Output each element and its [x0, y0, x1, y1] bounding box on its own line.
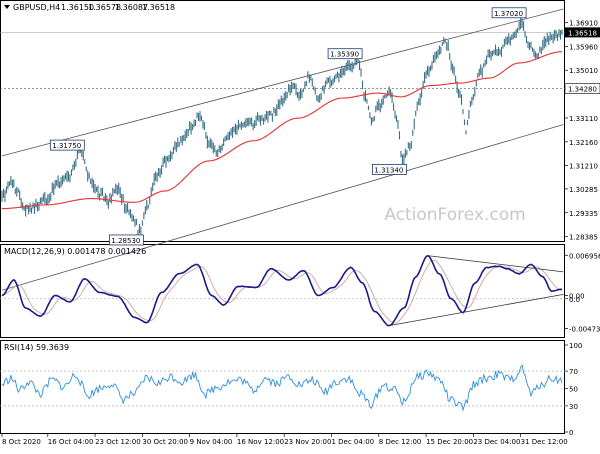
reference-price-box [564, 83, 600, 94]
price-annotation-box [491, 7, 527, 19]
price-axis-tick-label: 1.33110 [569, 115, 598, 123]
rsi-axis-tick-label: 50 [569, 386, 578, 394]
macd-layer [0, 254, 565, 327]
x-axis-label: 30 Oct 20:00 [142, 438, 188, 446]
price-axis-tick-label: 1.35010 [569, 67, 598, 75]
macd-panel-frame [0, 244, 565, 338]
symbol-label: GBPUSD,H4 [13, 3, 60, 12]
x-axis-label: 23 Dec 04:00 [473, 438, 520, 446]
price-annotation-label: 1.37020 [494, 10, 523, 18]
ohlc-high: 1.36578 [88, 3, 121, 12]
price-bars [1, 17, 563, 236]
x-axis-label: 16 Nov 12:00 [237, 438, 284, 446]
x-axis-label: 8 Oct 2020 [2, 438, 41, 446]
ohlc-low: 1.36087 [115, 3, 148, 12]
moving-average-line [1, 51, 563, 210]
price-annotation-label: 1.31340 [374, 166, 403, 174]
price-axis-tick-label: 1.35960 [569, 43, 598, 51]
macd-triangle-upper-line [427, 255, 564, 273]
macd-line [1, 254, 562, 327]
macd-axis-tick-label: 0.00 [569, 293, 585, 301]
rsi-layer [0, 364, 565, 412]
x-axis-label: 16 Oct 04:00 [48, 438, 94, 446]
price-annotation-box [327, 48, 363, 60]
x-axis-label: 8 Dec 12:00 [379, 438, 422, 446]
watermark: ActionForex.com [384, 205, 525, 225]
price-axis-tick-label: 1.32160 [569, 139, 598, 147]
price-annotation-label: 1.28530 [111, 237, 140, 245]
rsi-line [1, 364, 563, 412]
price-annotation-box [372, 164, 407, 175]
x-axis-label: 31 Dec 12:00 [521, 438, 568, 446]
annotation-layer: 1.37020 1.35390 1.31750 1.31340 1.28530 [49, 7, 527, 246]
price-layer [0, 8, 565, 291]
ohlc-open: 1.36150 [61, 3, 94, 12]
channel-upper-line [1, 8, 564, 157]
current-price-label: 1.36518 [568, 29, 597, 37]
macd-triangle-lower-line [389, 293, 564, 327]
rsi-axis-tick-label: 30 [569, 403, 578, 411]
price-header: GBPUSD,H4 1.36150 1.36578 1.36087 1.3651… [4, 3, 175, 12]
rsi-label: RSI(14) 59.3639 [4, 343, 69, 352]
rsi-axis-tick-label: 0 [569, 429, 573, 437]
reference-price-label: 1.34280 [568, 86, 597, 94]
current-price-box [565, 27, 600, 38]
price-annotation-label: 1.35390 [330, 51, 359, 59]
macd-label: MACD(12,26,9) 0.001478 0.001426 [4, 247, 146, 256]
rsi-axis-tick-label: 100 [569, 342, 582, 350]
rsi-panel-frame [0, 340, 565, 434]
price-axis-tick-label: 1.29335 [569, 210, 598, 218]
macd-signal-line [1, 259, 563, 324]
rsi-axis-tick-label: 70 [569, 368, 578, 376]
price-axis-tick-label: 1.31210 [569, 163, 598, 171]
x-axis-label: 23 Oct 12:00 [95, 438, 141, 446]
axis-layer: 1.36910 1.35960 1.35010 1.34280 1.33110 1.321… [1, 20, 600, 446]
x-axis-label: 9 Nov 04:00 [190, 438, 233, 446]
price-annotation-box [49, 139, 85, 151]
x-axis-label: 23 Nov 20:00 [284, 438, 331, 446]
price-axis-tick-label: 1.36910 [569, 20, 598, 28]
dropdown-triangle-icon[interactable] [4, 5, 10, 9]
price-axis-tick-label: 1.28385 [569, 234, 598, 242]
price-axis-tick-label: 1.30285 [569, 186, 598, 194]
x-axis-label: 15 Dec 20:00 [426, 438, 473, 446]
macd-axis-tick-label: -0.004736 [569, 325, 600, 333]
channel-lower-line [1, 124, 564, 291]
ohlc-close: 1.36518 [142, 3, 175, 12]
price-annotation-label: 1.31750 [52, 142, 81, 150]
macd-axis-tick-label: 0.006956 [569, 252, 600, 260]
x-axis-label: 1 Dec 04:00 [331, 438, 374, 446]
macd-axis-tick-label: 0.0 [569, 296, 580, 304]
price-panel-frame [0, 0, 565, 242]
price-annotation-box [109, 234, 144, 246]
